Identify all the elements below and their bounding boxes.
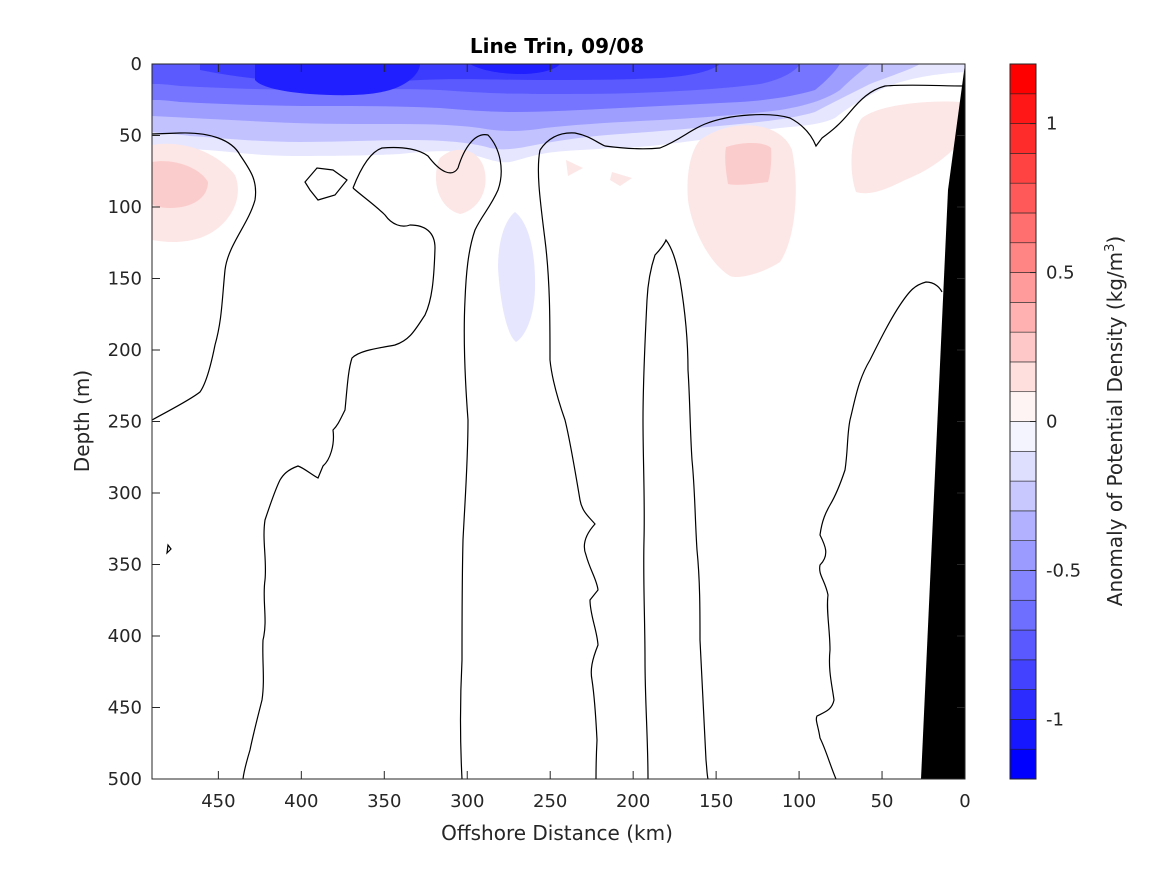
- colorbar-segment: [1009, 510, 1037, 541]
- contour-fill-pos-e-core: [725, 142, 772, 185]
- y-tick-label: 250: [108, 412, 142, 433]
- colorbar-segment: [1009, 570, 1037, 601]
- plot-area: [152, 64, 965, 779]
- colorbar-segment: [1009, 331, 1037, 363]
- y-tick-label: 50: [119, 126, 142, 147]
- contour-line: [352, 134, 502, 779]
- colorbar-segment: [1009, 480, 1037, 512]
- x-tick-label: 300: [450, 791, 484, 812]
- colorbar-segment: [1009, 421, 1037, 452]
- y-tick-label: 350: [108, 555, 142, 576]
- y-tick-label: 100: [108, 197, 142, 218]
- colorbar-segment: [1009, 450, 1037, 482]
- y-tick-label: 400: [108, 626, 142, 647]
- y-tick-label: 150: [108, 269, 142, 290]
- colorbar-segment: [1009, 63, 1037, 95]
- y-axis: 0 50 100 150 200 250 300 350 400 450 500: [108, 54, 965, 790]
- contour-fill-neg-1.0: [255, 64, 560, 96]
- contour-line: [304, 167, 348, 201]
- colorbar-segment: [1009, 391, 1037, 422]
- colorbar-segment: [1009, 689, 1037, 720]
- colorbar-segment: [1009, 659, 1037, 690]
- x-tick-label: 50: [871, 791, 894, 812]
- y-tick-label: 300: [108, 483, 142, 504]
- chart-title: Line Trin, 09/08: [470, 34, 644, 58]
- contour-line: [166, 543, 172, 555]
- colorbar-segment: [1009, 153, 1037, 184]
- colorbar-segment: [1009, 123, 1037, 154]
- colorbar-segment: [1009, 272, 1037, 303]
- contour-fill-neg-patch: [498, 212, 536, 342]
- colorbar-segment: [1009, 629, 1037, 661]
- colorbar-segment: [1009, 599, 1037, 631]
- contour-line: [242, 187, 436, 779]
- colorbar-ticks: -1 -0.5 0 0.5 1: [1030, 114, 1081, 730]
- x-tick-label: 150: [699, 791, 733, 812]
- colorbar-segment: [1009, 242, 1037, 273]
- colorbar-tick-label: 0: [1046, 412, 1057, 433]
- colorbar-tick-label: -1: [1046, 709, 1064, 730]
- contour-fill-pos-d: [610, 172, 632, 186]
- contour-line: [539, 84, 965, 151]
- colorbar-segment: [1009, 212, 1037, 244]
- x-axis-label: Offshore Distance (km): [441, 821, 673, 845]
- y-tick-label: 0: [131, 54, 142, 75]
- contour-fill-pos-f: [851, 101, 962, 194]
- colorbar-segment: [1009, 361, 1037, 393]
- colorbar-label: Anomaly of Potential Density (kg/m3): [1103, 236, 1127, 606]
- zero-contours: [152, 84, 965, 779]
- colorbar-segment: [1009, 182, 1037, 214]
- y-tick-label: 200: [108, 340, 142, 361]
- x-tick-label: 250: [533, 791, 567, 812]
- y-tick-label: 450: [108, 698, 142, 719]
- colorbar-label-superscript: 3: [1103, 244, 1118, 252]
- contour-line: [152, 132, 257, 421]
- x-axis: 450 400 350 300 250 200 150 100 50 0: [201, 64, 971, 812]
- x-tick-label: 100: [782, 791, 816, 812]
- colorbar-segment: [1009, 748, 1037, 780]
- colorbar-segment: [1009, 302, 1037, 333]
- x-tick-label: 200: [616, 791, 650, 812]
- plot-background: [152, 64, 965, 779]
- colorbar-segment: [1009, 540, 1037, 571]
- colorbar-tick-label: 0.5: [1046, 263, 1075, 284]
- x-tick-label: 350: [367, 791, 401, 812]
- colorbar-segment: [1009, 93, 1037, 124]
- x-tick-label: 450: [201, 791, 235, 812]
- bottom-topography: [921, 64, 965, 779]
- colorbar-segment: [1009, 719, 1037, 750]
- colorbar-tick-label: -0.5: [1046, 560, 1081, 581]
- colorbar-tick-label: 1: [1046, 114, 1057, 135]
- colorbar-label-close: ): [1103, 236, 1127, 244]
- contour-fill-pos-b: [436, 149, 486, 214]
- colorbar: [1009, 63, 1037, 780]
- x-tick-label: 400: [284, 791, 318, 812]
- contour-line: [642, 238, 709, 779]
- contour-fill-pos-a-core: [152, 161, 208, 208]
- contour-line: [537, 149, 599, 779]
- contour-fill-pos-c: [566, 160, 583, 176]
- x-tick-label: 0: [959, 791, 970, 812]
- contour-line: [815, 281, 943, 779]
- y-tick-label: 500: [108, 769, 142, 790]
- y-axis-label: Depth (m): [70, 370, 94, 472]
